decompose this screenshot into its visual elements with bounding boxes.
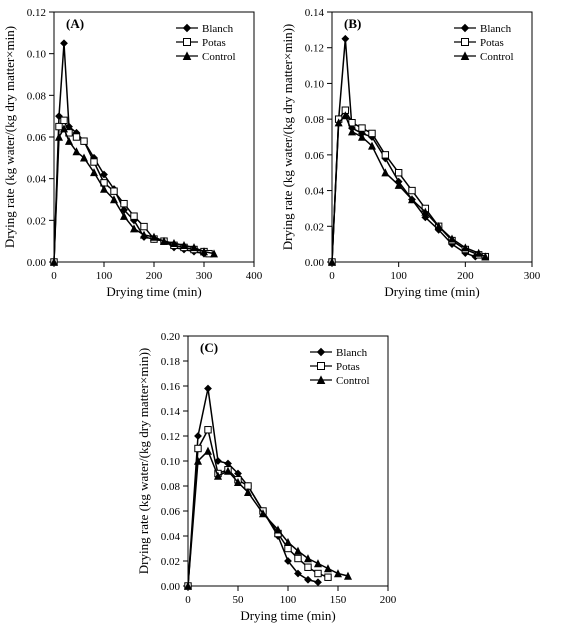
svg-text:0: 0 bbox=[51, 270, 57, 282]
svg-text:200: 200 bbox=[457, 270, 474, 282]
svg-text:150: 150 bbox=[330, 594, 347, 606]
svg-text:300: 300 bbox=[524, 270, 541, 282]
svg-text:Drying rate (kg water/(kg dry: Drying rate (kg water/(kg dry matter×min… bbox=[280, 24, 295, 250]
svg-text:200: 200 bbox=[146, 270, 163, 282]
figure-svg: 0 100 200 300 400 0.00 0.02 0.04 0.06 0.08 0.10 0.1… bbox=[0, 0, 568, 634]
figure-container: 0 100 200 300 400 0.00 0.02 0.04 0.06 0.08 0.10 0.1… bbox=[0, 0, 568, 634]
svg-text:100: 100 bbox=[390, 270, 407, 282]
svg-text:0.06: 0.06 bbox=[161, 506, 181, 518]
svg-text:(B): (B) bbox=[344, 16, 361, 31]
svg-text:Blanch: Blanch bbox=[480, 23, 512, 35]
svg-text:Control: Control bbox=[202, 51, 236, 63]
svg-text:Control: Control bbox=[480, 51, 514, 63]
svg-text:0.04: 0.04 bbox=[305, 186, 325, 198]
svg-text:0.06: 0.06 bbox=[27, 132, 47, 144]
svg-text:400: 400 bbox=[246, 270, 263, 282]
svg-text:0: 0 bbox=[329, 270, 335, 282]
svg-text:0.08: 0.08 bbox=[161, 481, 181, 493]
svg-text:0.02: 0.02 bbox=[161, 556, 180, 568]
svg-text:Drying time (min): Drying time (min) bbox=[106, 284, 201, 299]
svg-text:(C): (C) bbox=[200, 340, 218, 355]
svg-text:0.08: 0.08 bbox=[305, 114, 325, 126]
svg-text:0.14: 0.14 bbox=[161, 406, 181, 418]
svg-text:0.12: 0.12 bbox=[161, 431, 180, 443]
svg-text:0.08: 0.08 bbox=[27, 90, 47, 102]
svg-text:300: 300 bbox=[196, 270, 213, 282]
svg-text:0.18: 0.18 bbox=[161, 356, 181, 368]
svg-text:0.16: 0.16 bbox=[161, 381, 181, 393]
svg-text:0.10: 0.10 bbox=[27, 49, 47, 61]
svg-text:0.02: 0.02 bbox=[305, 221, 324, 233]
svg-text:0.14: 0.14 bbox=[305, 7, 325, 19]
svg-text:(A): (A) bbox=[66, 16, 84, 31]
svg-text:50: 50 bbox=[233, 594, 245, 606]
svg-text:0.20: 0.20 bbox=[161, 331, 181, 343]
svg-text:Drying rate (kg water/(kg dry: Drying rate (kg water/(kg dry matter×min… bbox=[2, 26, 17, 248]
svg-text:Drying rate (kg water/(kg dry: Drying rate (kg water/(kg dry matter×min… bbox=[136, 348, 151, 574]
svg-text:0.04: 0.04 bbox=[27, 174, 47, 186]
svg-text:0.12: 0.12 bbox=[305, 43, 324, 55]
svg-text:0.00: 0.00 bbox=[161, 581, 181, 593]
svg-text:0.04: 0.04 bbox=[161, 531, 181, 543]
svg-text:0.02: 0.02 bbox=[27, 215, 46, 227]
svg-text:0.12: 0.12 bbox=[27, 7, 46, 19]
svg-text:Control: Control bbox=[336, 375, 370, 387]
svg-text:0.10: 0.10 bbox=[305, 78, 325, 90]
svg-text:100: 100 bbox=[280, 594, 297, 606]
svg-text:0.10: 0.10 bbox=[161, 456, 181, 468]
svg-text:Potas: Potas bbox=[480, 37, 504, 49]
svg-text:100: 100 bbox=[96, 270, 113, 282]
svg-text:Potas: Potas bbox=[336, 361, 360, 373]
svg-text:Blanch: Blanch bbox=[336, 347, 368, 359]
svg-text:0: 0 bbox=[185, 594, 191, 606]
svg-text:Potas: Potas bbox=[202, 37, 226, 49]
svg-text:0.00: 0.00 bbox=[27, 257, 47, 269]
svg-text:200: 200 bbox=[380, 594, 397, 606]
svg-text:0.00: 0.00 bbox=[305, 257, 325, 269]
svg-text:Drying time (min): Drying time (min) bbox=[384, 284, 479, 299]
svg-text:Blanch: Blanch bbox=[202, 23, 234, 35]
svg-text:Drying time (min): Drying time (min) bbox=[240, 608, 335, 623]
svg-text:0.06: 0.06 bbox=[305, 150, 325, 162]
